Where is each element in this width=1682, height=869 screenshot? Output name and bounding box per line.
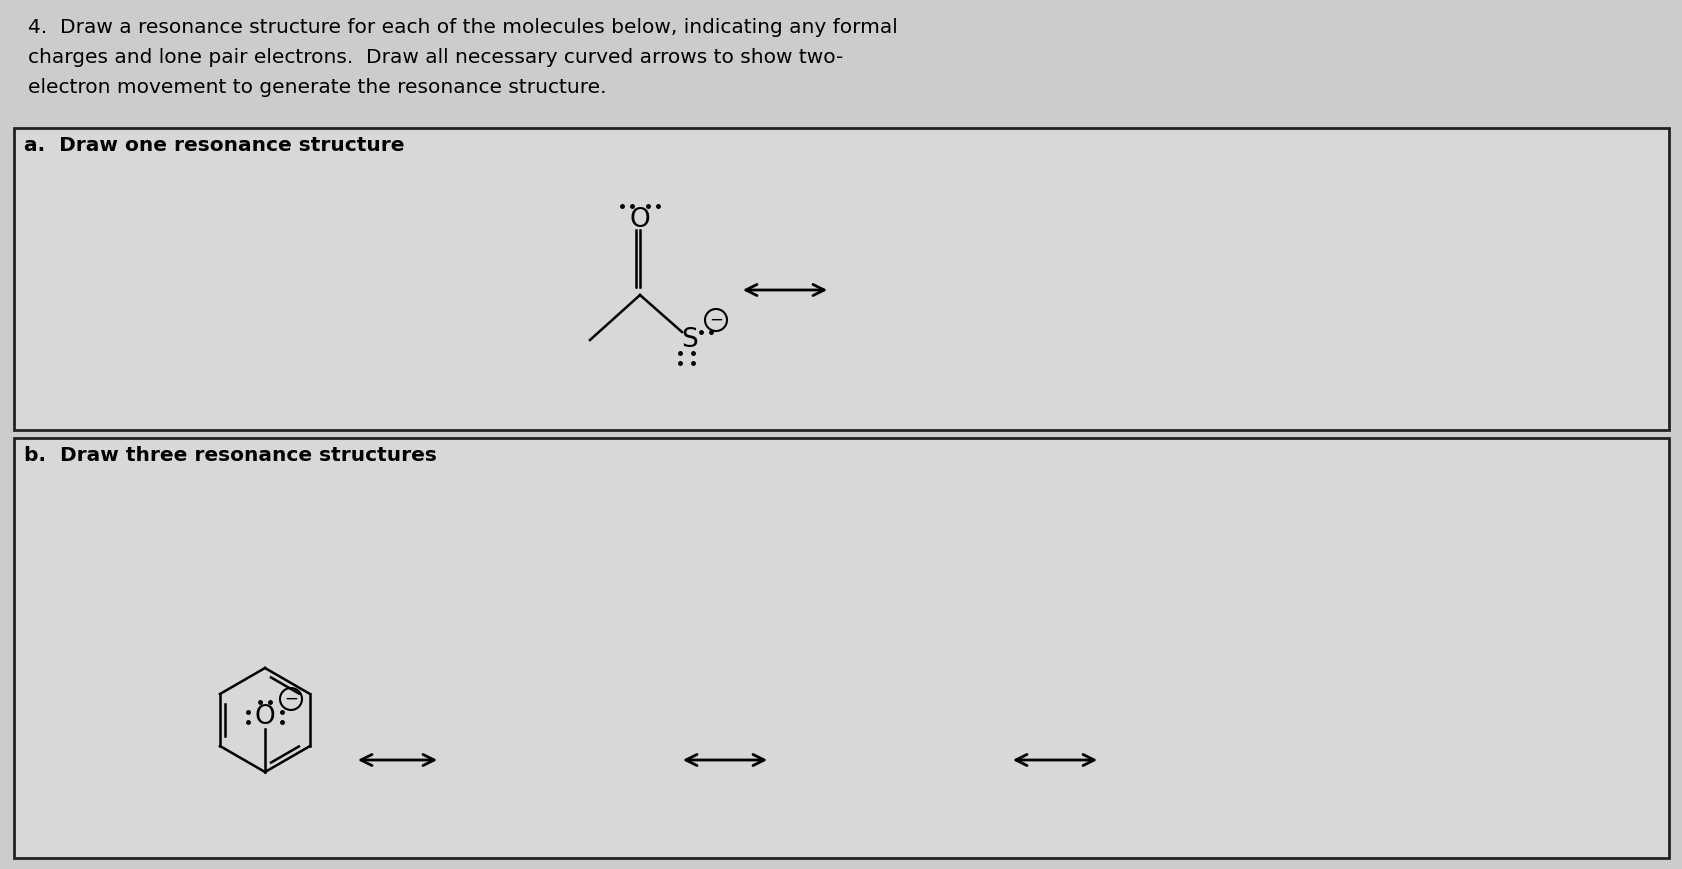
Text: S: S (681, 327, 698, 353)
Text: electron movement to generate the resonance structure.: electron movement to generate the resona… (29, 78, 606, 97)
Text: b.  Draw three resonance structures: b. Draw three resonance structures (24, 446, 437, 465)
Text: −: − (284, 690, 298, 708)
Text: O: O (254, 704, 276, 730)
Text: 4.  Draw a resonance structure for each of the molecules below, indicating any f: 4. Draw a resonance structure for each o… (29, 18, 897, 37)
Text: charges and lone pair electrons.  Draw all necessary curved arrows to show two-: charges and lone pair electrons. Draw al… (29, 48, 843, 67)
Text: O: O (629, 207, 649, 233)
Text: −: − (708, 311, 723, 329)
Bar (13, 438, 1669, 858)
Text: a.  Draw one resonance structure: a. Draw one resonance structure (24, 136, 404, 155)
Bar (13, 128, 1669, 430)
